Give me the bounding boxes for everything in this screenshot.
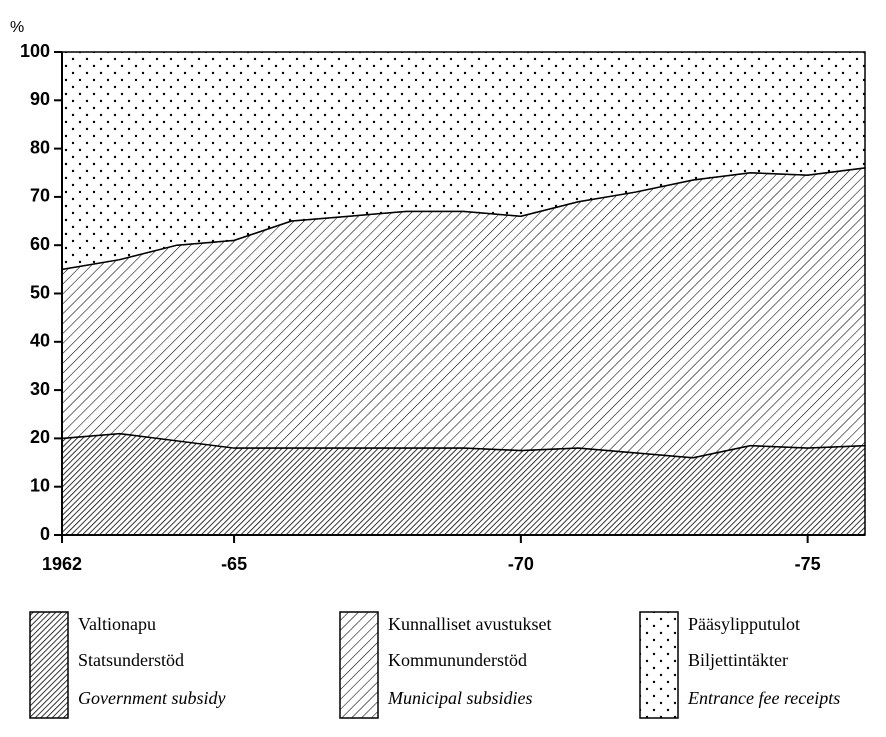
legend-label: Valtionapu xyxy=(78,614,156,634)
y-tick-label: 100 xyxy=(20,41,50,61)
x-tick-label: -70 xyxy=(508,554,534,574)
y-tick-label: 10 xyxy=(30,475,50,495)
y-tick-label: 60 xyxy=(30,234,50,254)
y-tick-label: 30 xyxy=(30,379,50,399)
y-tick-label: 90 xyxy=(30,89,50,109)
legend-label: Municipal subsidies xyxy=(387,688,533,708)
x-tick-label: -65 xyxy=(221,554,247,574)
legend-swatch xyxy=(639,611,679,719)
y-tick-label: 40 xyxy=(30,331,50,351)
legend-label: Government subsidy xyxy=(78,688,225,708)
legend-label: Kunnalliset avustukset xyxy=(388,614,551,634)
legend-label: Biljettintäkter xyxy=(688,650,788,670)
legend-swatch xyxy=(339,611,379,719)
x-tick-label: -75 xyxy=(795,554,821,574)
y-tick-label: 50 xyxy=(30,282,50,302)
y-tick-label: 20 xyxy=(30,427,50,447)
y-tick-label: 80 xyxy=(30,137,50,157)
y-axis-label: % xyxy=(10,19,24,36)
legend-label: Entrance fee receipts xyxy=(687,688,840,708)
legend-label: Statsunderstöd xyxy=(78,650,184,670)
area xyxy=(61,51,866,271)
y-tick-label: 0 xyxy=(40,524,50,544)
y-tick-label: 70 xyxy=(30,186,50,206)
legend-swatch xyxy=(29,611,69,719)
x-tick-label: 1962 xyxy=(42,554,82,574)
legend-label: Kommununderstöd xyxy=(388,650,527,670)
legend-label: Pääsylipputulot xyxy=(688,614,800,634)
